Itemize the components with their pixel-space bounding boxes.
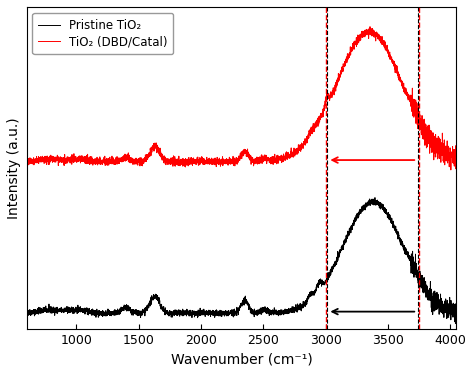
- TiO₂ (DBD/Catal): [419, 119, 425, 124]
- TiO₂ (DBD/Catal): [367, 25, 373, 29]
- Line: TiO₂ (DBD/Catal): TiO₂ (DBD/Catal): [27, 27, 456, 170]
- Pristine TiO₂: [372, 195, 378, 200]
- TiO₂ (DBD/Catal): [440, 156, 446, 160]
- TiO₂ (DBD/Catal): [448, 168, 454, 172]
- Legend: Pristine TiO₂, TiO₂ (DBD/Catal): Pristine TiO₂, TiO₂ (DBD/Catal): [32, 13, 173, 54]
- TiO₂ (DBD/Catal): [228, 159, 234, 163]
- TiO₂ (DBD/Catal): [208, 159, 213, 164]
- Pristine TiO₂: [440, 307, 446, 311]
- TiO₂ (DBD/Catal): [204, 161, 210, 165]
- Pristine TiO₂: [204, 310, 210, 315]
- Line: Pristine TiO₂: Pristine TiO₂: [27, 198, 456, 324]
- Pristine TiO₂: [336, 252, 342, 256]
- Pristine TiO₂: [24, 310, 29, 314]
- Pristine TiO₂: [208, 314, 213, 319]
- Pristine TiO₂: [419, 273, 425, 278]
- TiO₂ (DBD/Catal): [454, 159, 459, 163]
- TiO₂ (DBD/Catal): [24, 160, 29, 164]
- Pristine TiO₂: [228, 310, 234, 314]
- Pristine TiO₂: [454, 308, 459, 312]
- Y-axis label: Intensity (a.u.): Intensity (a.u.): [7, 117, 21, 219]
- TiO₂ (DBD/Catal): [336, 75, 342, 80]
- Pristine TiO₂: [453, 322, 458, 326]
- X-axis label: Wavenumber (cm⁻¹): Wavenumber (cm⁻¹): [171, 352, 312, 366]
